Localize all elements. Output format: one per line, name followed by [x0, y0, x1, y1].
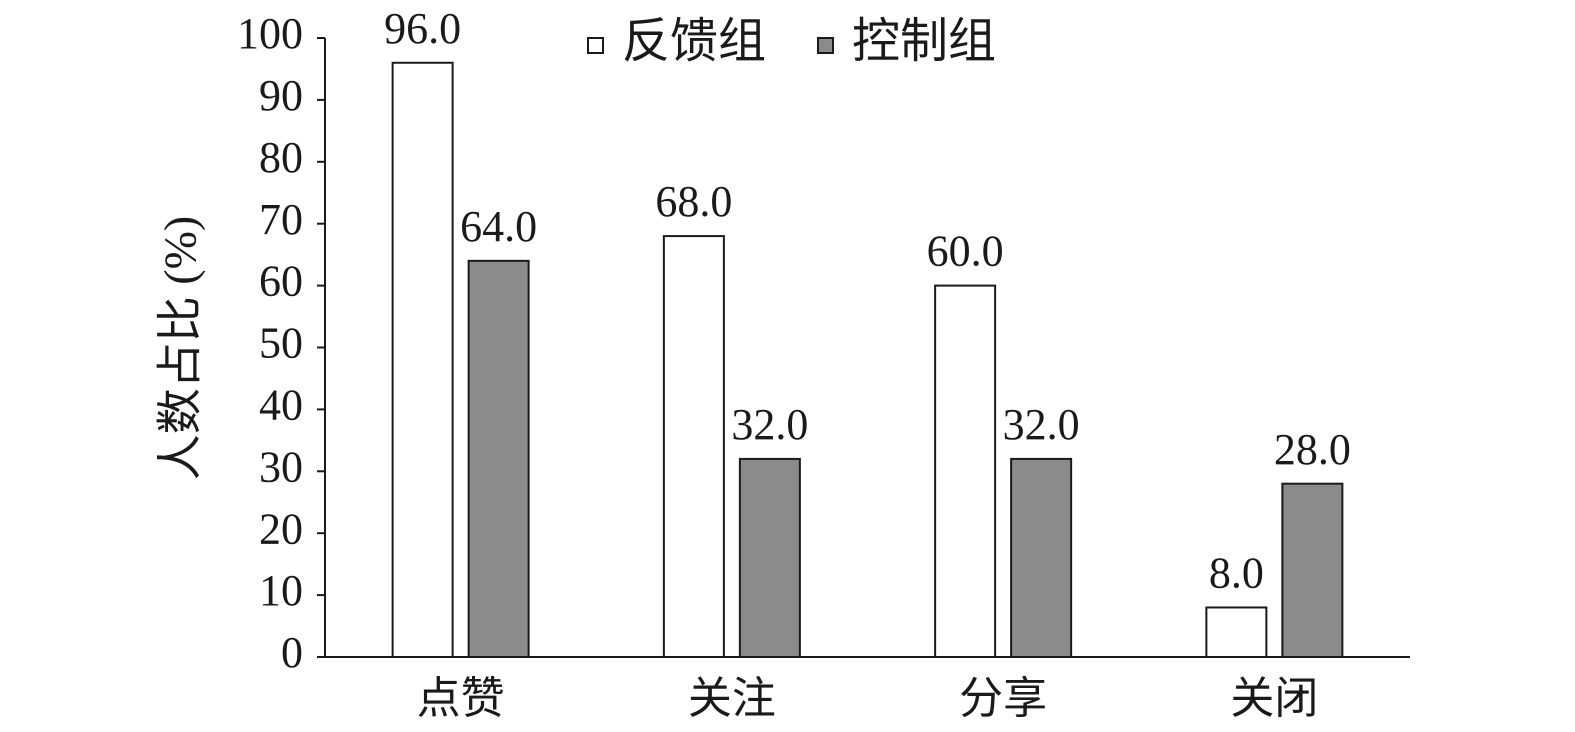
- bar: [662, 235, 725, 659]
- y-tick-label: 60: [259, 257, 303, 306]
- y-tick-label: 10: [259, 566, 303, 615]
- bar: [1010, 457, 1073, 659]
- y-tick-label: 30: [259, 442, 303, 491]
- x-tick-label: 点赞: [417, 674, 505, 723]
- value-label: 60.0: [927, 227, 1004, 276]
- y-tick-label: 20: [259, 504, 303, 553]
- y-tick-label: 50: [259, 319, 303, 368]
- x-tick-label: 关闭: [1230, 674, 1318, 723]
- value-label: 8.0: [1209, 549, 1264, 598]
- y-tick-label: 100: [237, 9, 303, 58]
- value-label: 64.0: [460, 202, 537, 251]
- y-axis-label: 人数占比 (%): [155, 216, 206, 480]
- y-tick-label: 40: [259, 380, 303, 429]
- value-label: 96.0: [384, 4, 461, 53]
- value-label: 68.0: [655, 177, 732, 226]
- legend-label: 控制组: [852, 15, 996, 68]
- bar: [934, 284, 997, 658]
- legend-swatch: [587, 37, 604, 54]
- bar: [391, 61, 454, 658]
- bar: [1281, 482, 1344, 658]
- x-tick-label: 分享: [959, 674, 1047, 723]
- value-label: 32.0: [731, 400, 808, 449]
- bar: [738, 457, 801, 659]
- x-tick-label: 关注: [688, 674, 776, 723]
- bar: [467, 259, 530, 658]
- bar: [1205, 606, 1268, 658]
- y-tick-label: 90: [259, 71, 303, 120]
- value-label: 28.0: [1274, 425, 1351, 474]
- legend-label: 反馈组: [622, 15, 766, 68]
- y-tick-label: 70: [259, 195, 303, 244]
- y-tick-label: 80: [259, 133, 303, 182]
- value-label: 32.0: [1003, 400, 1080, 449]
- legend-swatch: [817, 37, 834, 54]
- y-tick-label: 0: [281, 628, 303, 677]
